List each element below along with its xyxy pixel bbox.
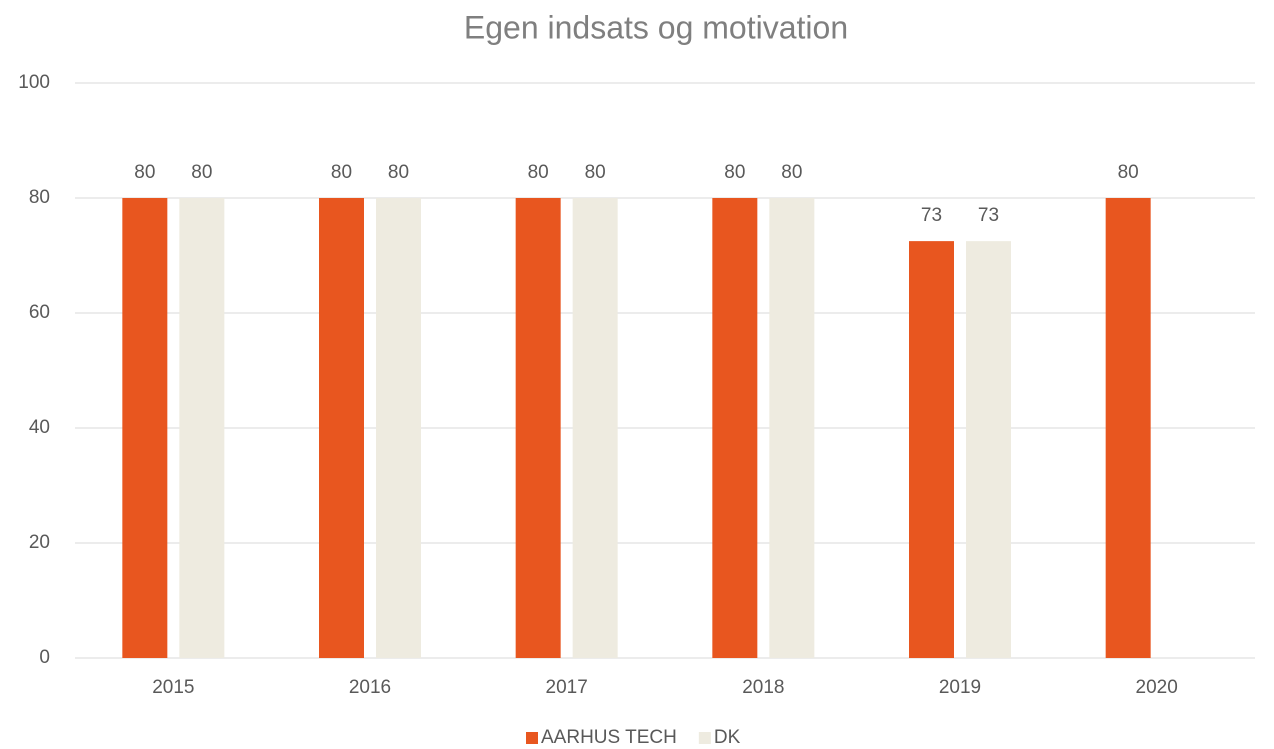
y-tick-label: 0: [39, 647, 50, 668]
data-label: 80: [781, 162, 802, 183]
chart-title: Egen indsats og motivation: [464, 9, 848, 45]
data-label: 80: [388, 162, 409, 183]
bar: [572, 198, 618, 658]
data-label: 80: [134, 162, 155, 183]
y-tick-label: 100: [18, 72, 50, 93]
x-tick-label: 2020: [1136, 677, 1178, 698]
y-tick-label: 20: [29, 532, 50, 553]
bar: [1105, 198, 1151, 658]
data-label: 80: [331, 162, 352, 183]
data-label: 80: [585, 162, 606, 183]
bar: [769, 198, 815, 658]
data-label: 80: [528, 162, 549, 183]
legend-label: AARHUS TECH: [541, 727, 677, 748]
y-tick-label: 60: [29, 302, 50, 323]
data-label: 80: [191, 162, 212, 183]
data-label: 73: [921, 205, 942, 226]
bar: [376, 198, 421, 658]
bar: [319, 198, 364, 658]
legend-swatch: [698, 732, 711, 744]
bar: [966, 241, 1011, 658]
legend-swatch: [526, 732, 538, 744]
x-tick-label: 2016: [349, 677, 391, 698]
bar: [122, 198, 168, 658]
legend-label: DK: [714, 727, 741, 748]
y-tick-label: 40: [29, 417, 50, 438]
x-tick-label: 2019: [939, 677, 981, 698]
x-tick-label: 2018: [742, 677, 784, 698]
x-tick-label: 2015: [152, 677, 194, 698]
bar: [712, 198, 758, 658]
x-tick-label: 2017: [546, 677, 588, 698]
data-label: 80: [1118, 162, 1139, 183]
data-label: 80: [724, 162, 745, 183]
bar: [515, 198, 561, 658]
y-tick-label: 80: [29, 187, 50, 208]
bar: [179, 198, 225, 658]
data-label: 73: [978, 205, 999, 226]
bar: [909, 241, 954, 658]
